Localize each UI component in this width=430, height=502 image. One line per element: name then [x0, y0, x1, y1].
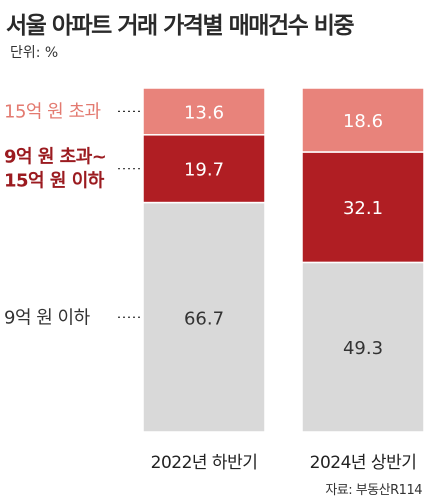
data-label: 13.6 [184, 102, 224, 123]
bar-segment [142, 201, 266, 433]
category-label: 2022년 하반기 [151, 453, 258, 473]
series-label: 9억 원 초과~ [4, 147, 106, 168]
source-note: 자료: 부동산R114 [325, 483, 422, 498]
data-label: 49.3 [343, 338, 383, 359]
bar-segment [301, 261, 425, 433]
data-label: 32.1 [343, 198, 383, 219]
data-label: 19.7 [184, 160, 224, 181]
bar-segment [301, 151, 425, 264]
chart-title: 서울 아파트 거래 가격별 매매건수 비중 [6, 13, 355, 39]
category-label: 2024년 상반기 [310, 453, 417, 473]
bar-segment [142, 87, 266, 136]
data-label: 18.6 [343, 111, 383, 132]
bar-segment [301, 87, 425, 153]
data-label: 66.7 [184, 308, 224, 329]
series-label: 15억 원 이하 [4, 171, 105, 192]
bar-segment [142, 134, 266, 204]
unit-label: 단위: % [10, 45, 59, 61]
series-label: 9억 원 이하 [4, 307, 91, 328]
series-label: 15억 원 초과 [4, 101, 101, 122]
